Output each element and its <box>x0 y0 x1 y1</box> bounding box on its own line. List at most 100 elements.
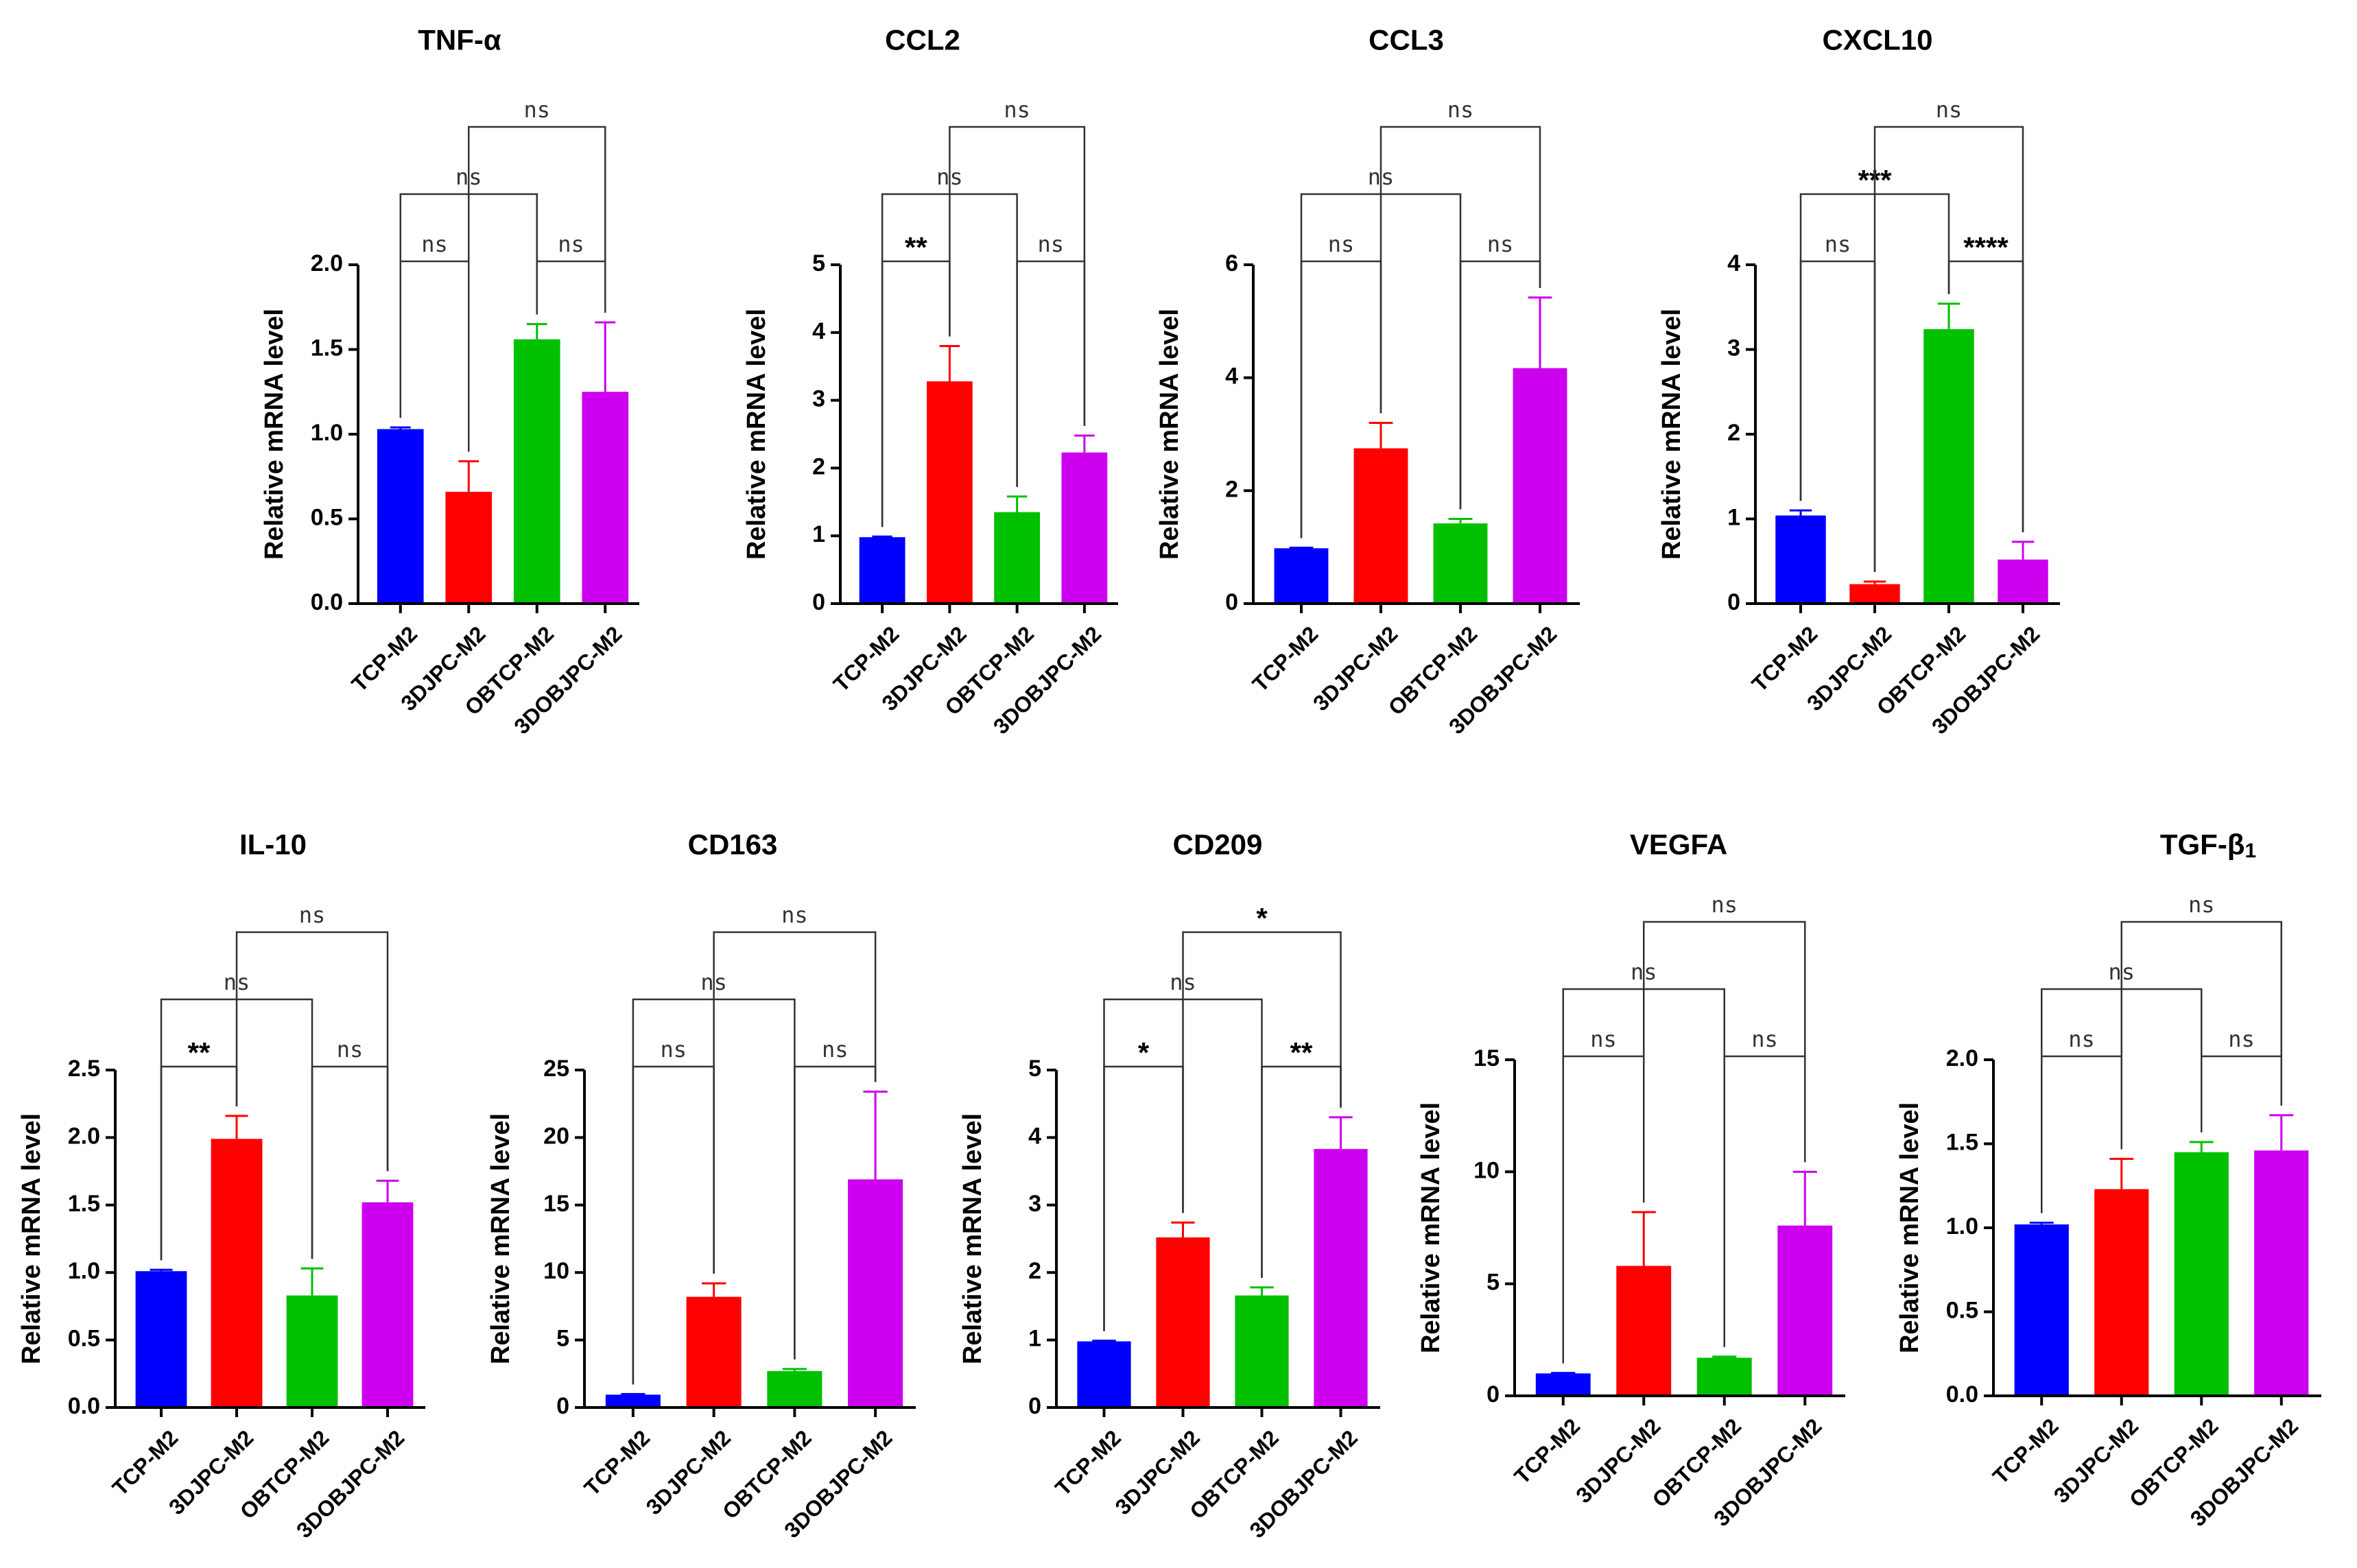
error-bar-3dobjpc-m2 <box>376 1179 399 1202</box>
y-tick-label: 5 <box>1028 1056 1041 1082</box>
y-axis-label: Relative mRNA level <box>958 1113 987 1364</box>
y-tick-label: 5 <box>556 1326 569 1352</box>
significance-label: ** <box>905 231 927 263</box>
bar-tcp-m2 <box>1775 515 1826 604</box>
y-tick-label: 0.5 <box>311 504 343 530</box>
significance-label: ns <box>1004 97 1030 123</box>
bar-3djpc-m2 <box>2094 1189 2149 1396</box>
significance-label: ns <box>523 97 550 123</box>
bar-obtcp-m2 <box>994 512 1041 604</box>
y-tick-label: 1.5 <box>311 335 343 361</box>
title-subscript: 1 <box>2245 840 2256 862</box>
significance-bracket: ns <box>2201 1026 2282 1133</box>
error-bar-3djpc-m2 <box>1631 1211 1656 1266</box>
chart-title: CD209 <box>1173 828 1263 860</box>
bar-tcp-m2 <box>2014 1224 2069 1396</box>
chart-title: VEGFA <box>1630 828 1727 860</box>
significance-bracket: * <box>1182 902 1342 1213</box>
significance-bracket: ns <box>311 1036 389 1259</box>
chart-title: CXCL10 <box>1822 23 1932 56</box>
significance-label: ns <box>299 902 326 928</box>
error-bar-obtcp-m2 <box>526 322 547 340</box>
error-bar-obtcp-m2 <box>300 1267 324 1296</box>
error-bar-3djpc-m2 <box>939 345 960 381</box>
significance-label: ** <box>1290 1036 1313 1069</box>
bar-3dobjpc-m2 <box>848 1179 903 1407</box>
y-tick-label: 0.5 <box>68 1326 100 1352</box>
bar-tcp-m2 <box>135 1271 187 1407</box>
y-tick-label: 2.0 <box>68 1123 100 1149</box>
y-tick-label: 2.0 <box>1946 1045 1978 1071</box>
y-tick-label: 3 <box>1028 1191 1041 1217</box>
bar-obtcp-m2 <box>1923 329 1974 604</box>
bar-3dobjpc-m2 <box>362 1202 414 1407</box>
y-tick-label: 4 <box>1727 250 1740 276</box>
significance-label: ns <box>1037 231 1064 257</box>
chart-title: CCL3 <box>1369 23 1444 56</box>
bar-3djpc-m2 <box>686 1296 742 1407</box>
significance-bracket: ns <box>536 231 606 315</box>
y-tick-label: 1 <box>812 521 825 547</box>
y-axis-label: Relative mRNA level <box>17 1113 46 1364</box>
y-tick-label: 1.5 <box>68 1191 100 1217</box>
error-bar-tcp-m2 <box>2029 1222 2054 1225</box>
error-bar-3djpc-m2 <box>1863 580 1886 584</box>
y-tick-label: 0 <box>812 589 825 615</box>
y-tick-label: 3 <box>1727 335 1740 361</box>
error-bar-tcp-m2 <box>1551 1372 1576 1375</box>
y-tick-label: 0.0 <box>1946 1381 1978 1407</box>
error-bar-3dobjpc-m2 <box>1528 296 1552 368</box>
error-bar-3djpc-m2 <box>458 460 479 492</box>
error-bar-tcp-m2 <box>390 426 411 429</box>
bar-3djpc-m2 <box>1353 448 1408 604</box>
y-tick-label: 5 <box>1487 1270 1500 1296</box>
bar-3dobjpc-m2 <box>1998 559 2048 604</box>
bar-tcp-m2 <box>1535 1373 1591 1396</box>
bar-3dobjpc-m2 <box>1061 452 1108 604</box>
significance-label: ** <box>188 1036 211 1069</box>
bar-3djpc-m2 <box>211 1139 263 1407</box>
y-tick-label: 0 <box>1225 589 1238 615</box>
significance-label: ns <box>337 1036 364 1062</box>
y-tick-label: 2 <box>1028 1258 1041 1284</box>
x-tick-label-tcp-m2: TCP-M2 <box>1248 621 1323 697</box>
bar-obtcp-m2 <box>1235 1295 1289 1407</box>
y-tick-label: 1.0 <box>311 420 343 446</box>
bar-tcp-m2 <box>605 1394 661 1407</box>
error-bar-obtcp-m2 <box>2189 1141 2214 1152</box>
chart-il-10: IL-10 Relative mRNA level 0.0 0.5 1.0 1.5 2.0 2… <box>17 828 425 1543</box>
error-bar-obtcp-m2 <box>1448 518 1473 524</box>
chart-title: CCL2 <box>885 23 960 56</box>
y-tick-label: 0.0 <box>68 1393 100 1419</box>
error-bar-3dobjpc-m2 <box>2011 541 2035 560</box>
significance-label: ns <box>558 231 584 257</box>
significance-bracket: ns <box>1873 97 2024 572</box>
chart-tgf-1: TGF-β1 Relative mRNA level 0.0 0.5 1.0 1.5 2.0… <box>1895 828 2321 1531</box>
chart-cd163: CD163 Relative mRNA level 0 5 10 15 20 25 TCP-M2… <box>486 828 916 1543</box>
bar-3dobjpc-m2 <box>1314 1149 1368 1407</box>
y-tick-label: 5 <box>812 250 825 276</box>
y-tick-label: 2 <box>1727 420 1740 446</box>
y-tick-label: 4 <box>1225 364 1238 390</box>
significance-label: ns <box>421 231 448 257</box>
error-bar-3djpc-m2 <box>1369 422 1393 449</box>
significance-bracket: ns <box>1016 231 1086 487</box>
error-bar-3dobjpc-m2 <box>1329 1116 1353 1150</box>
significance-label: ns <box>1328 231 1355 257</box>
significance-label: ns <box>1751 1026 1778 1052</box>
significance-label: ns <box>781 902 808 928</box>
error-bar-obtcp-m2 <box>782 1368 807 1371</box>
y-axis-label: Relative mRNA level <box>1155 309 1184 560</box>
bar-3djpc-m2 <box>1616 1266 1672 1396</box>
y-tick-label: 4 <box>812 318 825 344</box>
error-bar-tcp-m2 <box>1092 1340 1116 1342</box>
significance-label: ns <box>1487 231 1514 257</box>
y-tick-label: 2.0 <box>311 250 343 276</box>
significance-bracket: ns <box>235 902 389 1172</box>
chart-title: IL-10 <box>239 828 307 860</box>
error-bar-obtcp-m2 <box>1712 1355 1737 1358</box>
chart-title: TGF-β1 <box>2160 828 2256 862</box>
